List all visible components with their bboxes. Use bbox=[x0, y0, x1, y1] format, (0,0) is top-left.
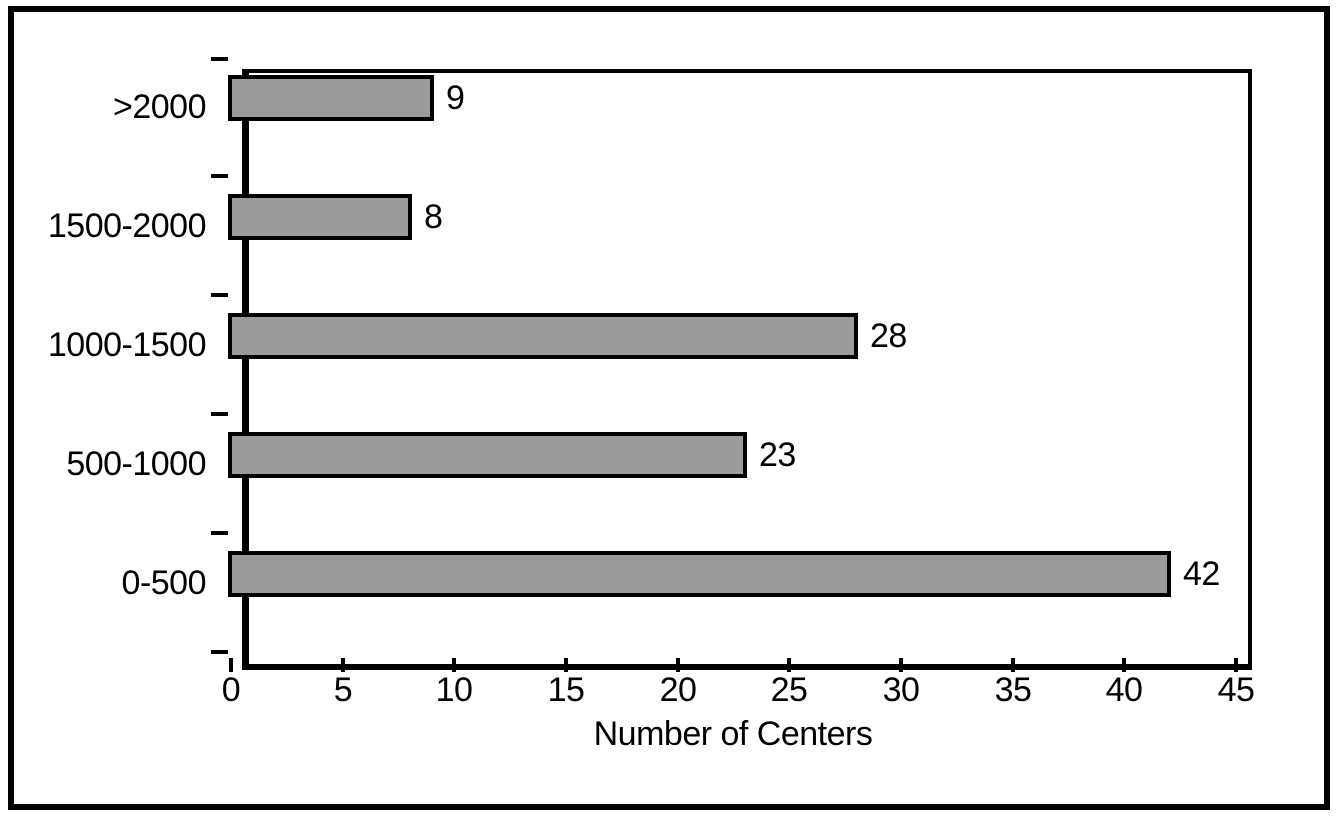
bar-value-label: 23 bbox=[759, 435, 796, 474]
bar bbox=[228, 313, 858, 359]
bar-value-label: 28 bbox=[870, 316, 907, 355]
x-tick-label: 40 bbox=[1105, 671, 1143, 709]
x-axis-tick bbox=[341, 658, 345, 672]
x-axis-tick bbox=[229, 658, 233, 672]
y-axis-tick bbox=[211, 293, 228, 297]
x-axis-tick bbox=[1122, 658, 1126, 672]
bar bbox=[228, 75, 434, 121]
y-category-label: 0-500 bbox=[121, 563, 207, 602]
y-axis-tick bbox=[211, 57, 228, 61]
bar bbox=[228, 551, 1171, 597]
y-axis-tick bbox=[211, 412, 228, 416]
x-tick-label: 20 bbox=[659, 671, 697, 709]
bar bbox=[228, 432, 747, 478]
y-category-label: 1000-1500 bbox=[47, 325, 207, 364]
y-axis-tick bbox=[211, 531, 228, 535]
x-tick-label: 0 bbox=[221, 671, 241, 709]
x-axis-tick bbox=[1234, 658, 1238, 672]
x-tick-label: 10 bbox=[435, 671, 473, 709]
x-tick-label: 45 bbox=[1217, 671, 1255, 709]
x-axis-tick bbox=[899, 658, 903, 672]
y-axis-tick bbox=[211, 174, 228, 178]
x-axis-tick bbox=[452, 658, 456, 672]
bar-value-label: 8 bbox=[424, 197, 443, 236]
x-axis-tick bbox=[676, 658, 680, 672]
y-category-label: >2000 bbox=[113, 87, 207, 126]
bar-value-label: 9 bbox=[446, 78, 465, 117]
x-axis-title: Number of Centers bbox=[593, 715, 873, 753]
x-tick-label: 25 bbox=[770, 671, 808, 709]
x-tick-label: 15 bbox=[547, 671, 585, 709]
x-tick-label: 35 bbox=[994, 671, 1032, 709]
y-category-label: 1500-2000 bbox=[47, 206, 207, 245]
x-tick-label: 30 bbox=[882, 671, 920, 709]
y-axis-tick bbox=[211, 650, 228, 654]
x-axis-tick bbox=[1011, 658, 1015, 672]
x-axis-tick bbox=[787, 658, 791, 672]
bar bbox=[228, 194, 412, 240]
y-category-label: 500-1000 bbox=[66, 444, 206, 483]
x-axis-tick bbox=[564, 658, 568, 672]
bar-value-label: 42 bbox=[1183, 554, 1220, 593]
x-tick-label: 5 bbox=[333, 671, 353, 709]
